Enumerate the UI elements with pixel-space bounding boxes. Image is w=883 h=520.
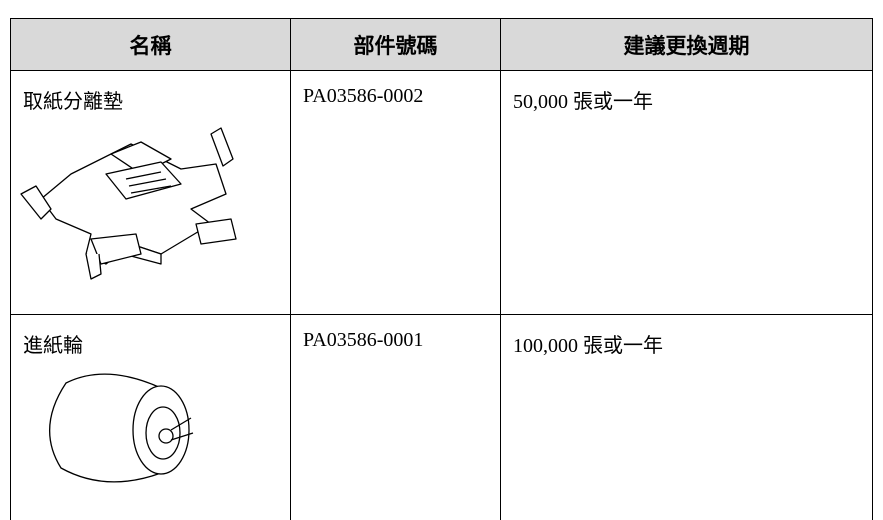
part-number: PA03586-0001 [303, 329, 424, 351]
cell: 進紙輪 [10, 314, 291, 520]
header-cell: 名稱 [10, 18, 291, 71]
header-cell: 部件號碼 [290, 18, 501, 71]
roller-illustration [49, 373, 194, 483]
cell: 取紙分離墊 [10, 70, 291, 315]
cell: 50,000 張或一年 [500, 70, 873, 315]
part-number: PA03586-0002 [303, 85, 424, 107]
table-row: 取紙分離墊 PA03586-0002 50,000 張或一年 [10, 70, 873, 315]
part-name: 進紙輪 [23, 335, 83, 357]
cell: 100,000 張或一年 [500, 314, 873, 520]
pad-illustration [20, 127, 237, 280]
header-cell: 建議更換週期 [500, 18, 873, 71]
replacement-cycle: 50,000 張或一年 [513, 91, 653, 113]
table-row: 進紙輪 PA03586-0001 100,000 張或一年 [10, 314, 873, 520]
header-row: 名稱 部件號碼 建議更換週期 [10, 18, 873, 71]
replacement-cycle: 100,000 張或一年 [513, 335, 663, 357]
cell: PA03586-0002 [290, 70, 501, 315]
part-name: 取紙分離墊 [23, 91, 123, 113]
parts-table: 名稱 部件號碼 建議更換週期 取紙分離墊 PA03586-0002 50,000… [10, 18, 873, 520]
cell: PA03586-0001 [290, 314, 501, 520]
